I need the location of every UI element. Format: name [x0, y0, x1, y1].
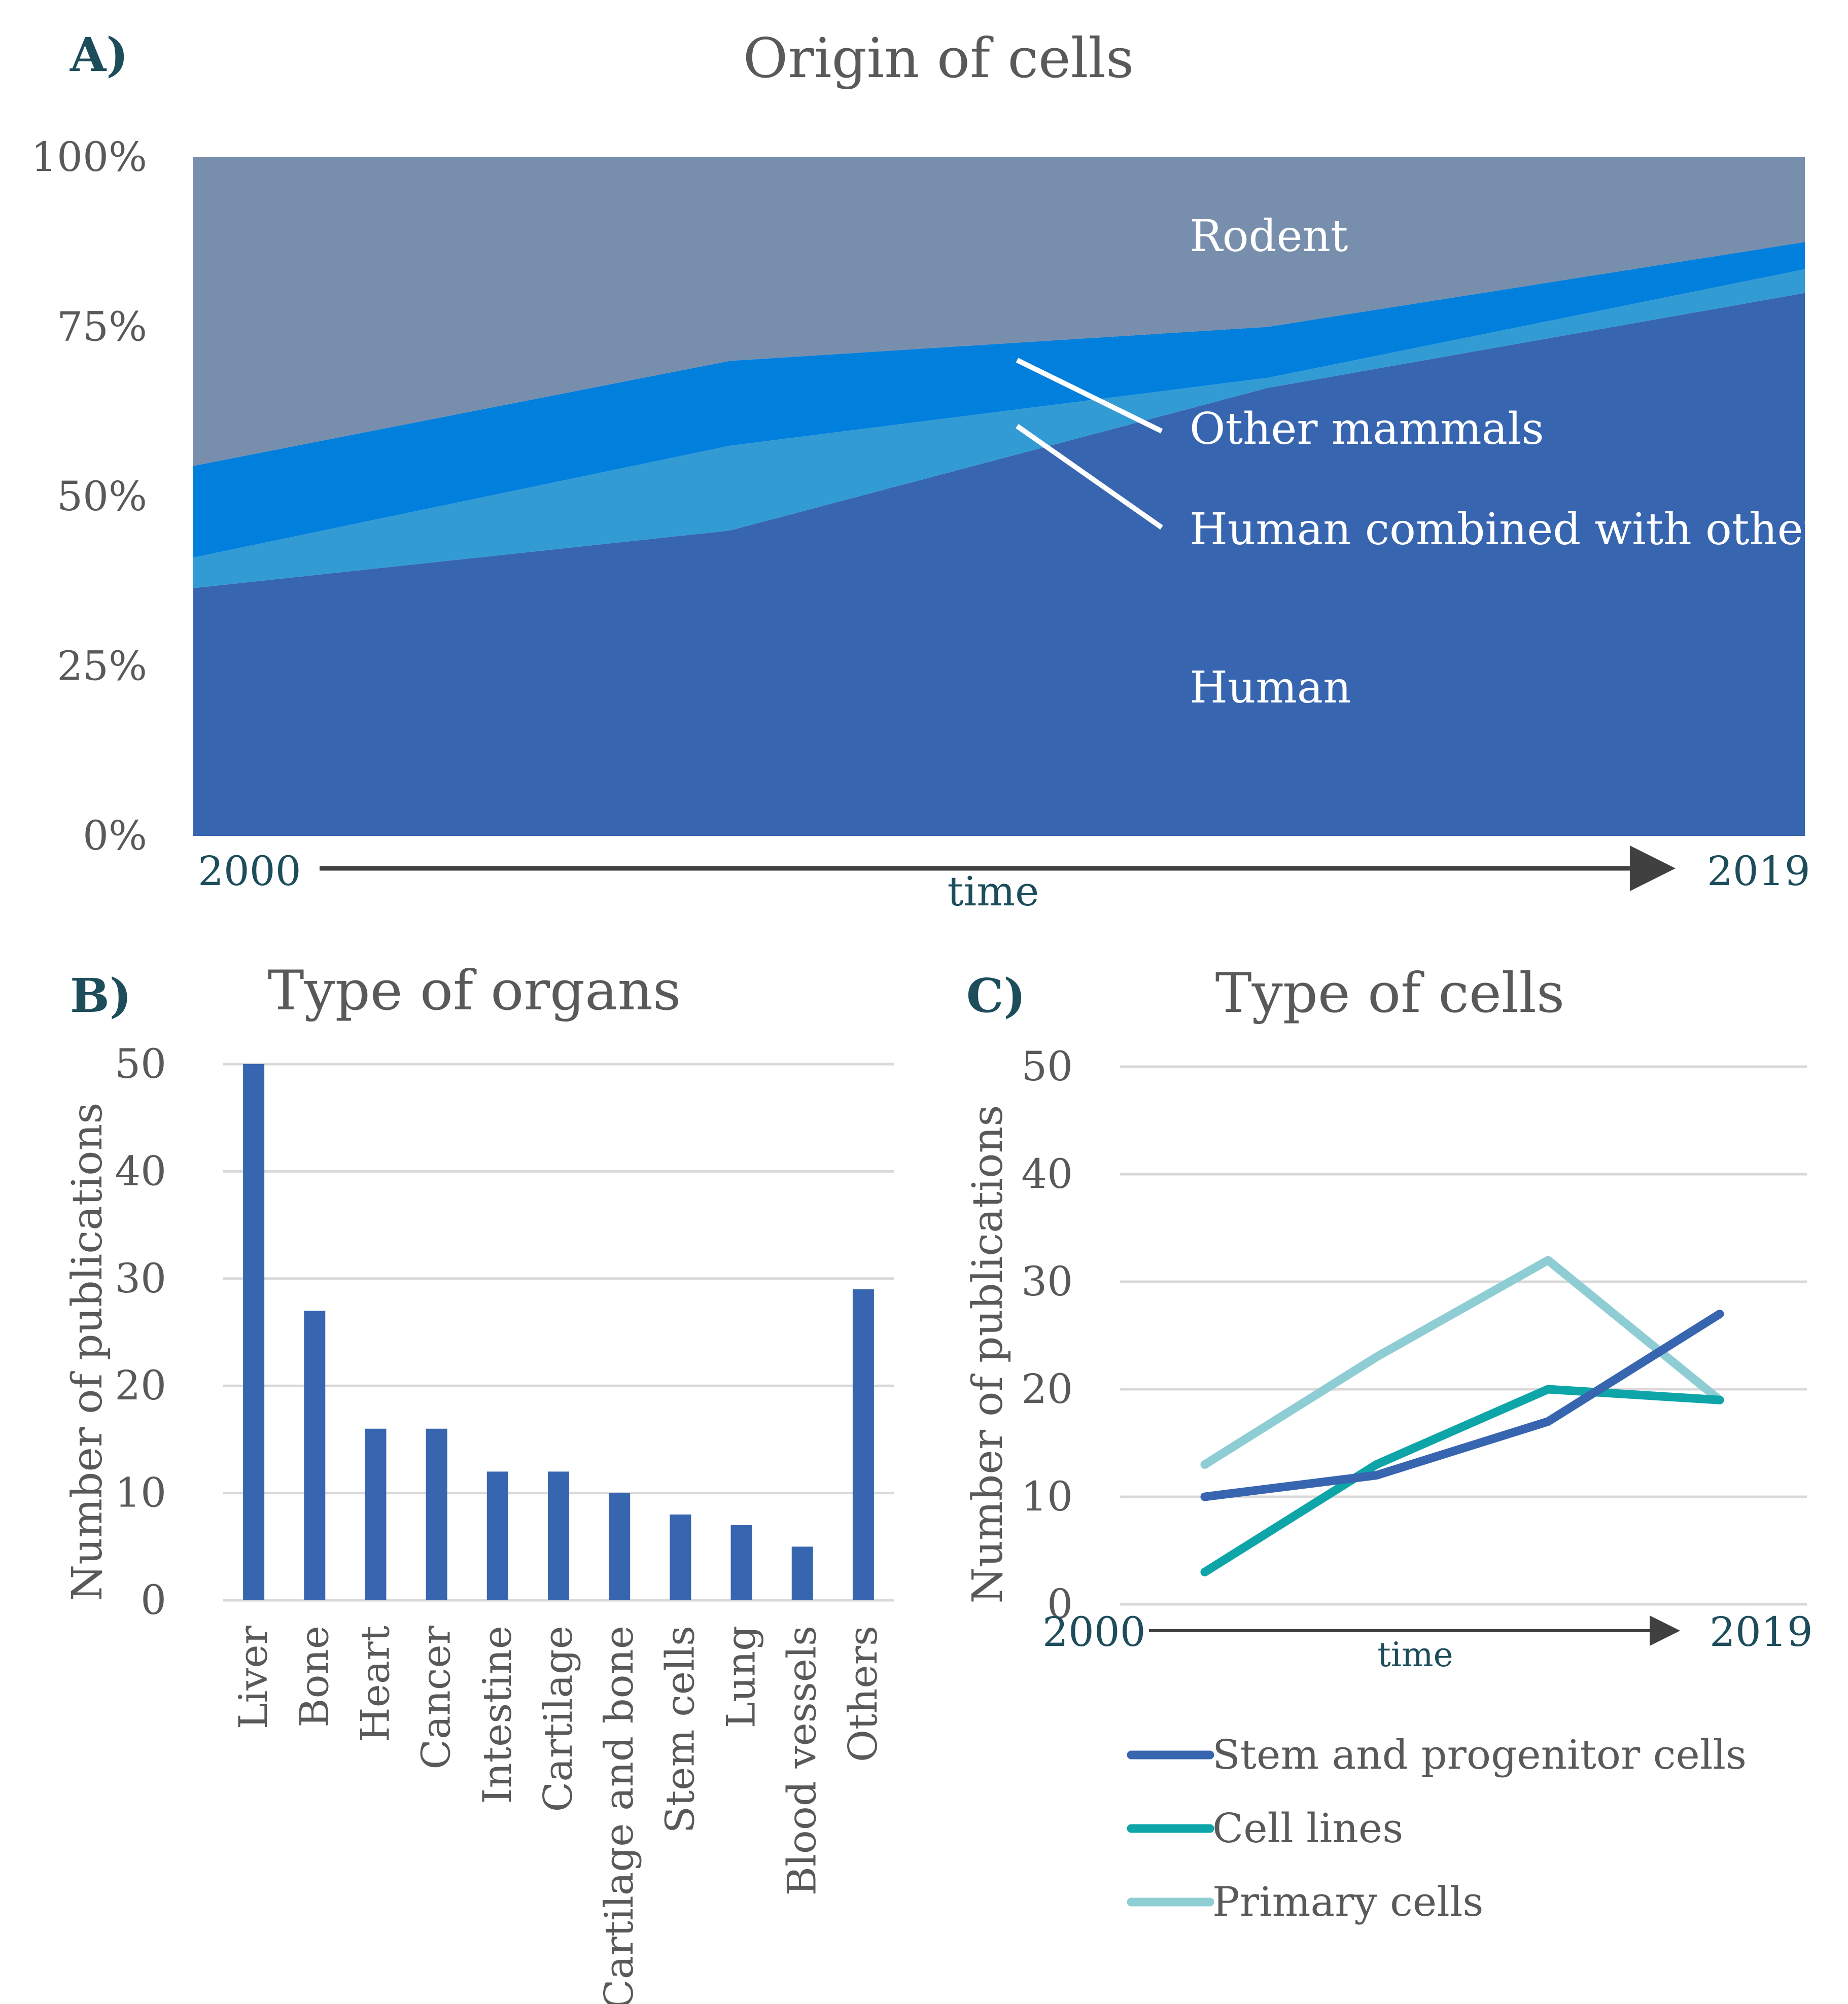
bar-others [852, 1289, 874, 1600]
panel-a-y-tick-label: 25% [57, 643, 147, 690]
area-label-human-combined: Human combined with others [1190, 504, 1846, 555]
x-label-lung: Lung [719, 1626, 764, 1728]
panel-c-y-tick-label: 50 [1021, 1043, 1073, 1090]
area-series-rodent [193, 157, 1805, 466]
bar-heart [365, 1428, 387, 1600]
bar-stem-cells [670, 1514, 691, 1600]
bar-lung [730, 1525, 752, 1600]
legend-label-cell-lines: Cell lines [1212, 1805, 1403, 1852]
panel-c-letter: C) [966, 968, 1026, 1023]
panel-a-x-end: 2019 [1707, 848, 1810, 895]
panel-b-y-tick-label: 10 [115, 1469, 166, 1517]
panel-b-y-tick-label: 30 [115, 1255, 166, 1302]
x-label-cartilage: Cartilage [536, 1626, 581, 1812]
panel-c-y-tick-label: 10 [1021, 1473, 1073, 1520]
panel-c-y-tick-label: 30 [1021, 1258, 1073, 1305]
panel-c-x-axis-label: time [1377, 1635, 1453, 1674]
panel-a-letter: A) [69, 27, 128, 82]
panel-b-gridlines [223, 1063, 894, 1602]
x-label-intestine: Intestine [475, 1626, 520, 1804]
bar-cancer [426, 1428, 447, 1600]
panel-a-y-tick-label: 75% [57, 303, 147, 350]
legend-label-stem-and-progenitor-cells: Stem and progenitor cells [1212, 1731, 1747, 1778]
panel-b-y-tick-label: 40 [115, 1147, 166, 1194]
area-series-human-combined-with-others [193, 269, 1805, 588]
panel-b-y-tick-label: 50 [115, 1040, 166, 1087]
x-label-heart: Heart [353, 1626, 398, 1742]
bar-bone [304, 1311, 326, 1600]
area-label-rodent: Rodent [1190, 211, 1348, 262]
area-series-other-mammals [193, 242, 1805, 558]
panel-c-x-end: 2019 [1710, 1608, 1813, 1656]
bar-cartilage-and-bone [609, 1493, 631, 1600]
bar-liver [243, 1064, 265, 1600]
other-mammals-leader-line [1016, 358, 1163, 434]
panel-b-y-axis: 0 10 20 30 40 50 [115, 1040, 166, 1624]
x-label-blood-vessels: Blood vessels [780, 1626, 825, 1895]
x-label-cartilage-and-bone: Cartilage and bone [597, 1626, 642, 2004]
panel-b-x-axis: Liver Bone Heart Cancer Intestine Cartilage Ca… [231, 1625, 886, 2004]
panel-c-y-tick-label: 20 [1021, 1365, 1073, 1413]
panel-b-bars [243, 1064, 874, 1600]
panel-a-y-tick-label: 50% [57, 473, 147, 520]
bar-intestine [486, 1471, 508, 1600]
line-primary-cells [1200, 1256, 1724, 1469]
x-label-bone: Bone [292, 1626, 337, 1728]
panel-a-plot-area [193, 157, 1805, 836]
x-label-others: Others [841, 1626, 886, 1762]
panel-c-gridlines [1120, 1065, 1807, 1606]
panel-b: B) Type of organs Number of publications… [63, 959, 894, 2004]
panel-b-y-tick-label: 0 [141, 1576, 166, 1624]
line-cell-lines [1200, 1385, 1724, 1576]
panel-b-letter: B) [70, 968, 131, 1023]
panel-b-y-tick-label: 20 [115, 1362, 166, 1409]
panel-c-y-tick-label: 40 [1021, 1150, 1073, 1198]
legend-label-primary-cells: Primary cells [1212, 1878, 1483, 1925]
panel-b-title: Type of organs [268, 959, 681, 1023]
panel-c-y-tick-label: 0 [1047, 1580, 1073, 1628]
panel-c: C) Type of cells Number of publications … [964, 962, 1813, 1925]
line-stem-and-progenitor-cells [1200, 1310, 1724, 1501]
area-series-human [193, 293, 1805, 836]
bar-cartilage [548, 1471, 569, 1600]
panel-a-y-tick-label: 0% [83, 812, 147, 859]
panel-a-x-axis-label: time [948, 868, 1039, 915]
x-label-liver: Liver [231, 1625, 276, 1729]
panel-c-y-axis: 0 10 20 30 40 50 [1021, 1043, 1073, 1628]
human-combined-leader-line [1016, 424, 1163, 530]
panel-a: A) Origin of cells 0% 25% 50% 75% 100% Roden… [31, 27, 1846, 915]
area-label-other-mammals: Other mammals [1190, 404, 1544, 454]
panel-c-x-start: 2000 [1042, 1608, 1146, 1656]
panel-c-legend: Stem and progenitor cells Cell lines Prima… [1127, 1731, 1747, 1925]
panel-a-y-axis: 0% 25% 50% 75% 100% [31, 133, 147, 859]
area-label-human: Human [1190, 662, 1351, 713]
panel-c-title: Type of cells [1215, 962, 1565, 1025]
x-label-cancer: Cancer [414, 1625, 460, 1769]
panel-b-y-axis-label: Number of publications [63, 1103, 112, 1601]
panel-c-lines [1200, 1256, 1724, 1576]
bar-blood-vessels [791, 1546, 813, 1600]
panel-a-x-start: 2000 [198, 848, 301, 895]
panel-a-title: Origin of cells [743, 27, 1134, 90]
x-label-stem-cells: Stem cells [657, 1626, 703, 1833]
panel-c-y-axis-label: Number of publications [964, 1105, 1012, 1604]
panel-a-y-tick-label: 100% [31, 133, 147, 181]
